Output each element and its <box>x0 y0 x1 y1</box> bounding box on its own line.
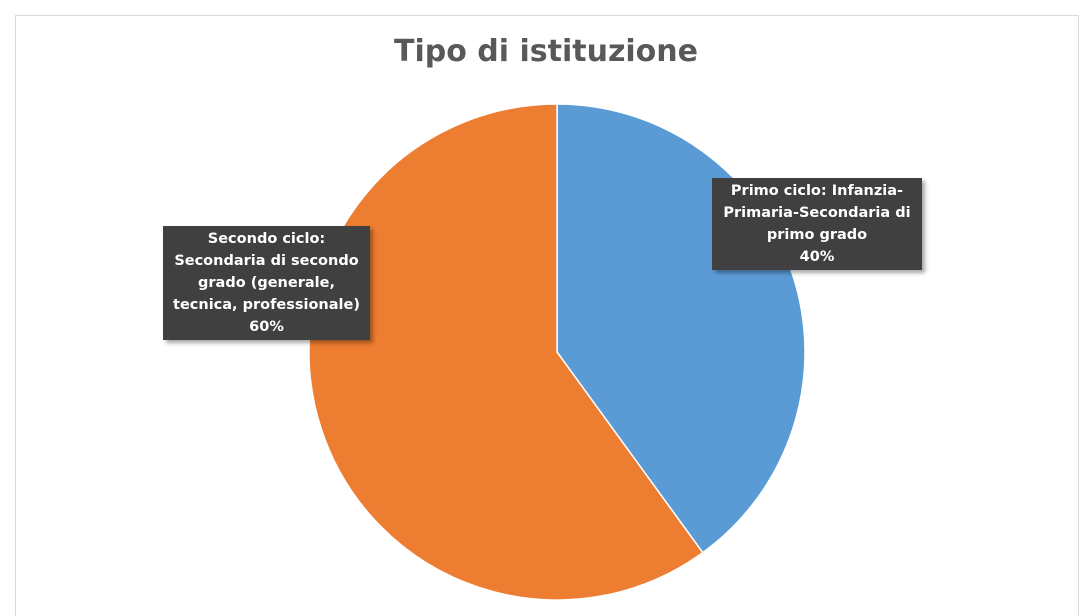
data-label: Primo ciclo: Infanzia-Primaria-Secondari… <box>712 178 922 270</box>
data-label: Secondo ciclo: Secondaria di secondo gra… <box>163 226 370 340</box>
label-category: Secondo ciclo: Secondaria di secondo gra… <box>173 231 360 313</box>
chart-title: Tipo di istituzione <box>394 34 698 69</box>
label-category: Primo ciclo: Infanzia-Primaria-Secondari… <box>723 183 911 243</box>
chart-frame <box>15 15 1079 616</box>
label-value: 60% <box>249 319 284 335</box>
label-value: 40% <box>799 249 835 265</box>
pie-slice <box>308 103 704 601</box>
